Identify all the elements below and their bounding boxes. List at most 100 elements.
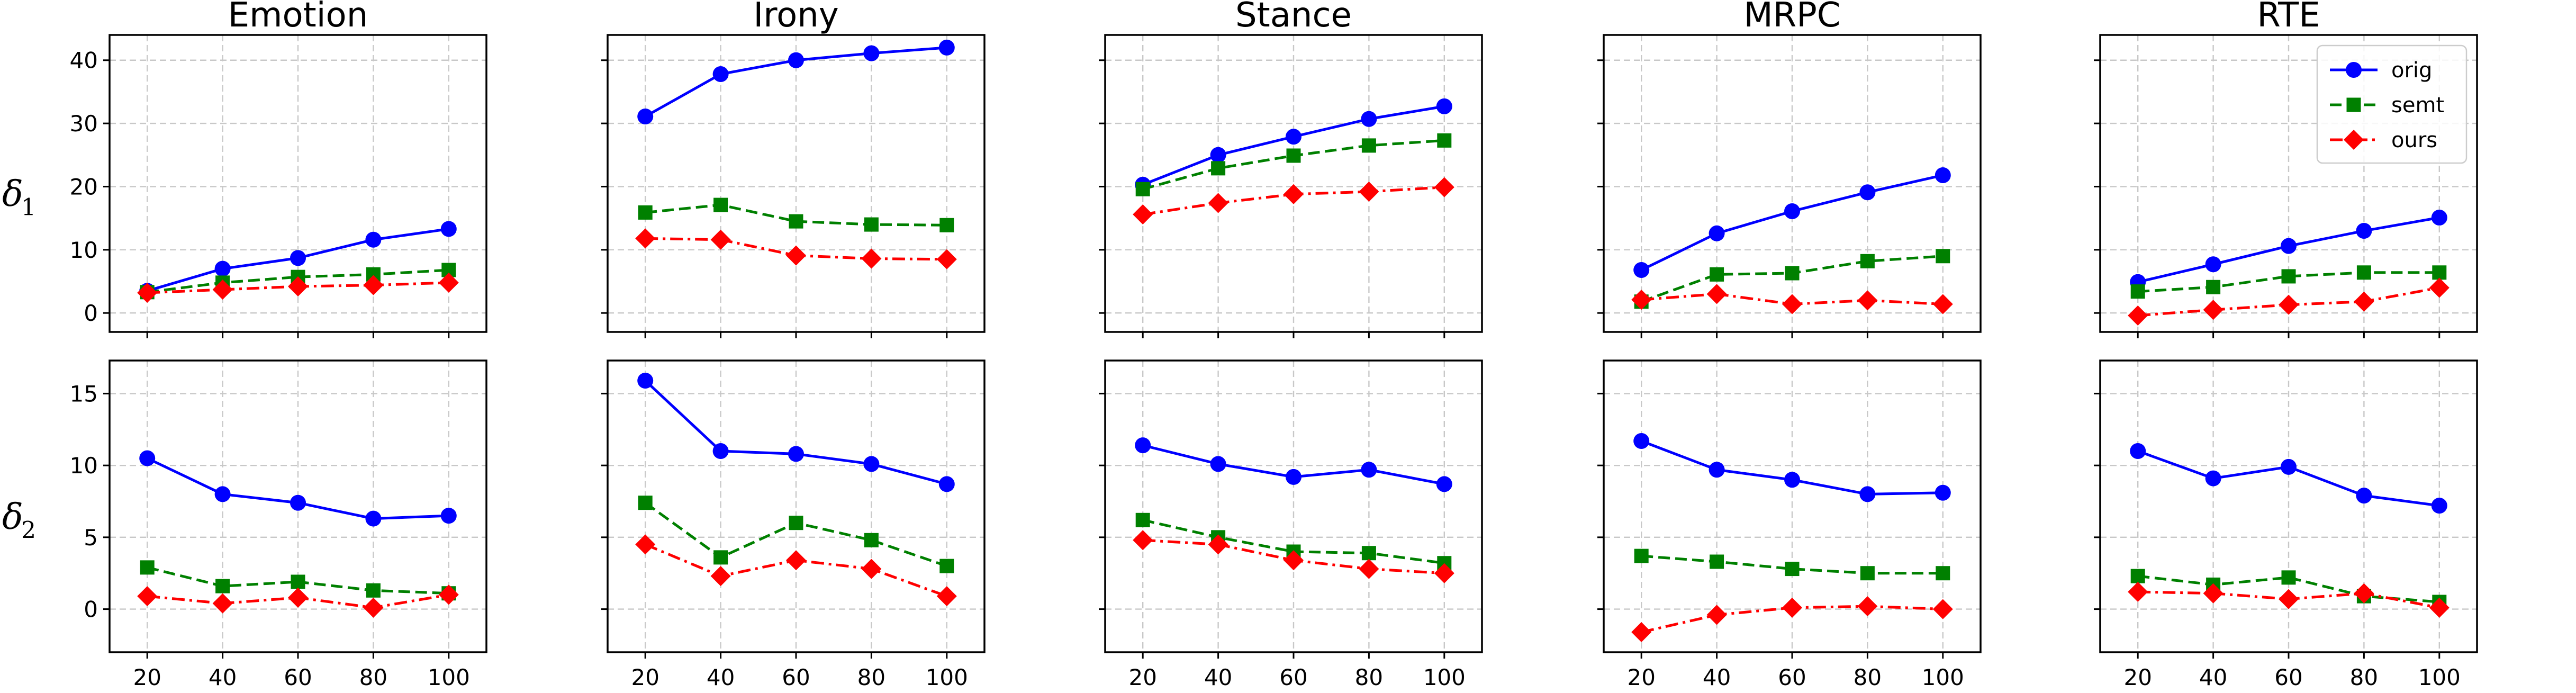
- data-point-semt: [1361, 546, 1376, 561]
- x-tick-label: 60: [284, 664, 312, 690]
- x-tick-label: 20: [631, 664, 659, 690]
- gridlines: [608, 35, 984, 332]
- data-point-ours: [438, 272, 459, 293]
- panel-6: 20 40 60 80 100: [601, 359, 986, 690]
- data-point-semt: [939, 559, 954, 573]
- x-tick-label: 60: [1279, 664, 1307, 690]
- series-orig: [2130, 443, 2447, 514]
- panel-9: 20 40 60 80 100: [2094, 359, 2478, 690]
- series-ours: [635, 534, 957, 607]
- data-point-orig: [1361, 111, 1377, 127]
- data-point-orig: [788, 446, 804, 462]
- row-label-2: δ2: [2, 497, 36, 544]
- panel-title: Irony: [753, 0, 838, 35]
- data-point-semt: [1860, 254, 1875, 268]
- data-point-ours: [2128, 582, 2148, 602]
- data-point-orig: [2356, 223, 2372, 239]
- y-tick-label: 5: [84, 525, 98, 551]
- data-point-orig: [1210, 456, 1226, 472]
- data-point-ours: [363, 597, 384, 618]
- data-point-ours: [2128, 305, 2148, 326]
- series-ours: [1133, 530, 1454, 583]
- data-point-ours: [2429, 597, 2450, 618]
- data-point-ours: [936, 586, 957, 607]
- legend-marker: [2346, 97, 2361, 112]
- y-tick-label: 30: [70, 111, 98, 137]
- data-point-ours: [635, 534, 656, 555]
- data-point-semt: [2356, 265, 2371, 280]
- data-point-orig: [2431, 209, 2447, 226]
- x-tick-label: 60: [1778, 664, 1806, 690]
- x-tick-label: 40: [209, 664, 237, 690]
- data-point-semt: [1785, 266, 1800, 281]
- data-point-orig: [2356, 488, 2372, 504]
- data-point-orig: [2281, 458, 2297, 475]
- data-point-orig: [1135, 437, 1151, 454]
- data-point-semt: [638, 496, 653, 510]
- series-orig: [1135, 437, 1452, 492]
- legend-entry-orig: orig: [2330, 58, 2432, 83]
- x-tick-label: 80: [857, 664, 885, 690]
- series-ours: [1631, 596, 1953, 642]
- data-point-semt: [291, 574, 305, 589]
- series-orig: [637, 373, 955, 492]
- legend: orig semt ours: [2316, 44, 2467, 164]
- row-label-symbol: δ: [2, 497, 23, 537]
- legend-marker: [2346, 62, 2362, 78]
- x-tick-label: 100: [428, 664, 470, 690]
- data-point-orig: [2205, 256, 2221, 273]
- data-point-ours: [363, 275, 384, 295]
- data-point-ours: [1782, 597, 1802, 618]
- series-semt: [1135, 133, 1452, 196]
- data-point-ours: [137, 282, 158, 303]
- series-semt: [638, 496, 954, 573]
- data-point-ours: [786, 550, 806, 571]
- data-point-semt: [713, 550, 728, 565]
- data-point-ours: [288, 587, 308, 608]
- legend-entry-semt: semt: [2330, 93, 2444, 118]
- data-point-semt: [2130, 569, 2145, 583]
- x-tick-label: 60: [782, 664, 810, 690]
- data-point-semt: [1936, 249, 1950, 264]
- data-point-orig: [938, 476, 955, 492]
- series-orig: [2130, 209, 2447, 290]
- row-label-subscript: 2: [21, 517, 36, 544]
- data-point-orig: [1436, 98, 1452, 114]
- series-orig: [1633, 167, 1951, 278]
- panel-title: Emotion: [228, 0, 368, 35]
- data-point-ours: [2203, 583, 2224, 604]
- data-point-ours: [137, 586, 158, 607]
- data-point-semt: [864, 217, 879, 232]
- data-point-ours: [1434, 177, 1454, 197]
- data-point-ours: [1932, 599, 1953, 619]
- panel-title: RTE: [2257, 0, 2320, 35]
- row-label-1: δ1: [2, 174, 36, 221]
- data-point-orig: [214, 260, 231, 277]
- data-point-semt: [140, 560, 155, 575]
- data-point-ours: [1359, 559, 1379, 579]
- series-orig: [1135, 98, 1452, 193]
- y-tick-label: 20: [70, 174, 98, 200]
- data-point-semt: [1710, 554, 1724, 569]
- data-point-ours: [288, 276, 308, 297]
- data-point-semt: [1361, 138, 1376, 153]
- data-point-orig: [938, 39, 955, 56]
- data-point-semt: [2281, 269, 2296, 284]
- data-point-orig: [440, 221, 457, 237]
- data-point-orig: [1784, 203, 1800, 220]
- data-point-ours: [2203, 300, 2224, 320]
- data-point-ours: [861, 248, 882, 269]
- x-tick-label: 40: [1204, 664, 1232, 690]
- data-point-orig: [788, 52, 804, 68]
- data-point-ours: [1857, 290, 1878, 311]
- x-tick-label: 20: [133, 664, 161, 690]
- panel-3: MRPC: [1597, 0, 1982, 338]
- panel-0: 0 10 20 30 40 Emotion: [70, 0, 487, 338]
- x-tick-label: 100: [1423, 664, 1466, 690]
- data-point-orig: [290, 250, 306, 266]
- panel-title: MRPC: [1744, 0, 1841, 35]
- data-point-orig: [214, 486, 231, 502]
- gridlines: [608, 361, 984, 652]
- panel-4: RTE orig semt ours: [2094, 0, 2478, 338]
- data-point-ours: [2354, 583, 2374, 604]
